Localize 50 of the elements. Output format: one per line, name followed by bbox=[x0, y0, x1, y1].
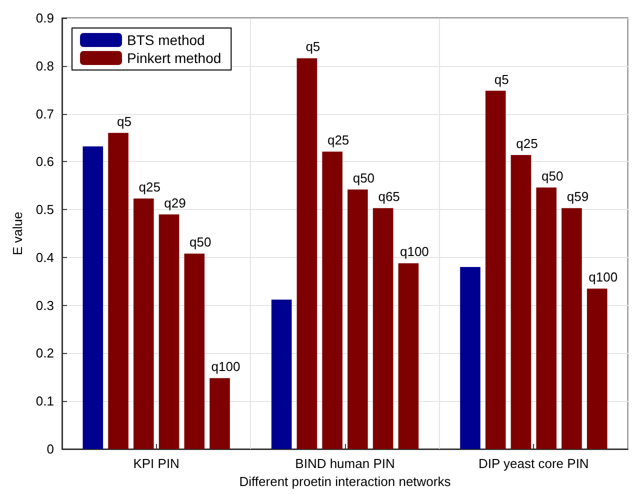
data-label: q25 bbox=[138, 180, 160, 195]
bar bbox=[562, 208, 582, 449]
bar bbox=[134, 198, 154, 449]
bar bbox=[210, 378, 230, 449]
bar bbox=[184, 254, 205, 449]
data-label: q100 bbox=[588, 270, 618, 285]
y-tick-label: 0.1 bbox=[36, 394, 54, 409]
bar bbox=[108, 132, 128, 449]
bar bbox=[271, 300, 292, 449]
bar bbox=[398, 263, 419, 449]
data-label: q50 bbox=[190, 234, 212, 250]
data-label: q25 bbox=[516, 136, 538, 151]
bar bbox=[82, 146, 104, 449]
data-label: q65 bbox=[378, 189, 400, 204]
legend-label: BTS method bbox=[127, 32, 205, 48]
data-label: q5 bbox=[306, 39, 320, 54]
bar bbox=[372, 208, 394, 449]
y-tick-label: 0.6 bbox=[36, 154, 54, 170]
y-tick-label: 0.2 bbox=[36, 346, 54, 361]
data-label: q100 bbox=[400, 244, 429, 260]
data-label: q50 bbox=[352, 170, 375, 186]
y-tick-label: 0.5 bbox=[36, 202, 54, 218]
bar bbox=[536, 188, 556, 449]
bar bbox=[586, 288, 608, 449]
y-tick-label: 0.8 bbox=[36, 58, 54, 74]
x-tick-label: DIP yeast core PIN bbox=[478, 456, 589, 471]
y-tick-label: 0.9 bbox=[36, 10, 54, 26]
y-tick-label: 0.4 bbox=[36, 250, 54, 265]
bar bbox=[322, 152, 342, 449]
x-tick-label: BIND human PIN bbox=[295, 456, 395, 471]
y-tick-label: 0 bbox=[46, 442, 54, 456]
data-label: q25 bbox=[327, 132, 350, 148]
data-label: q29 bbox=[164, 195, 186, 210]
y-tick-label: 0.7 bbox=[36, 106, 54, 122]
legend-label: Pinkert method bbox=[127, 50, 222, 66]
bar bbox=[158, 214, 180, 449]
bar bbox=[460, 267, 480, 449]
x-tick-label: KPI PIN bbox=[133, 456, 180, 471]
bar bbox=[348, 189, 368, 449]
data-label: q50 bbox=[542, 168, 564, 184]
bar bbox=[510, 154, 532, 449]
data-label: q5 bbox=[117, 114, 132, 129]
y-axis-title: E value bbox=[10, 212, 25, 256]
y-tick-label: 0.3 bbox=[36, 298, 54, 313]
data-label: q59 bbox=[566, 189, 589, 204]
bar bbox=[296, 58, 318, 449]
data-label: q5 bbox=[494, 72, 509, 87]
x-axis-title: Different proetin interaction networks bbox=[239, 474, 452, 489]
bar bbox=[485, 90, 506, 449]
data-label: q100 bbox=[211, 359, 240, 374]
